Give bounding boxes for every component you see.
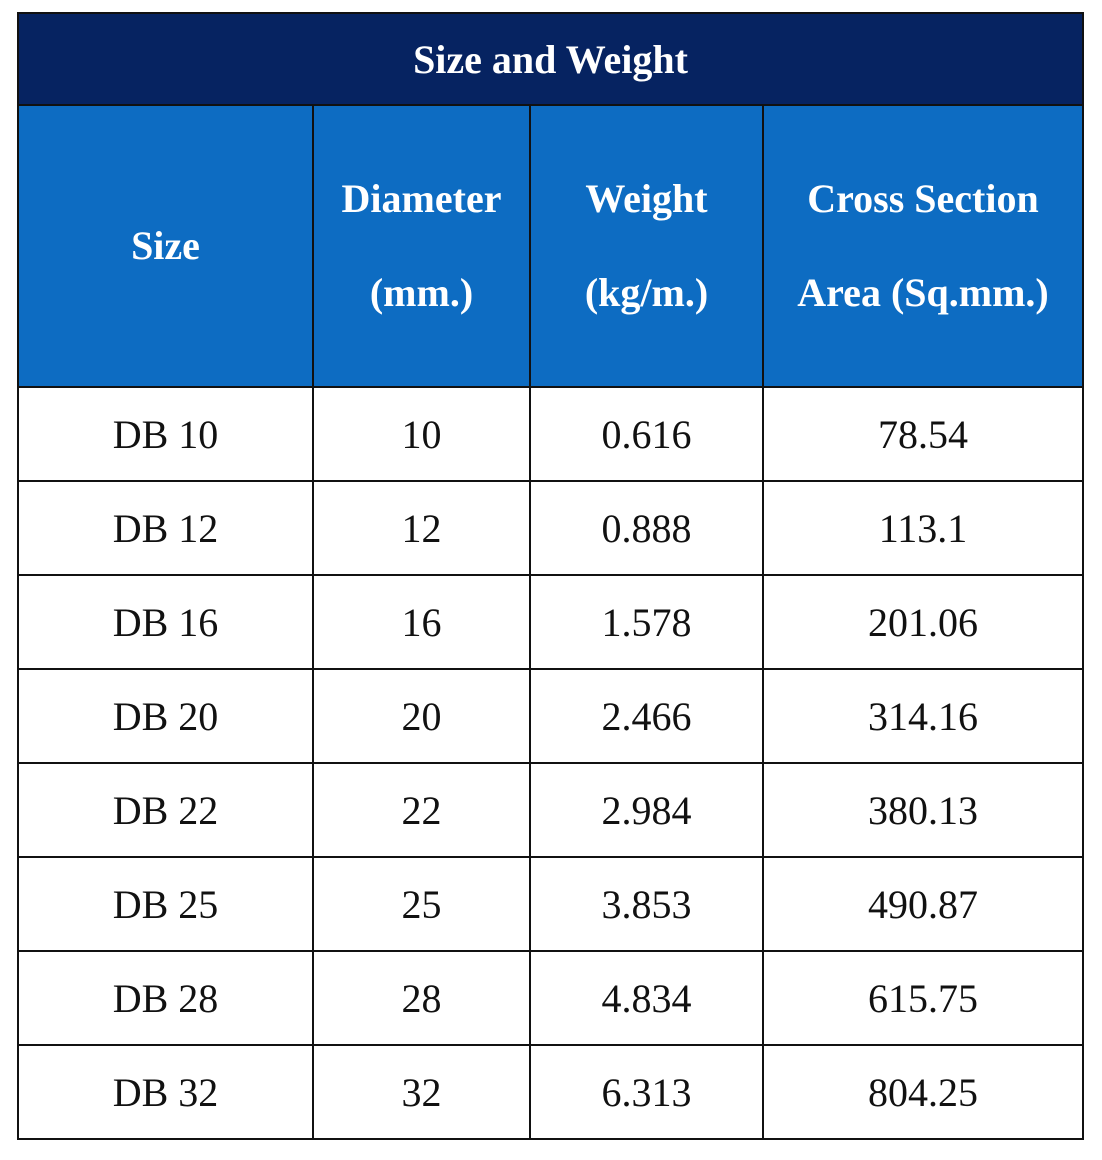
cell-weight: 3.853 bbox=[529, 856, 764, 952]
cell-size: DB 20 bbox=[17, 668, 314, 764]
cell-diameter: 32 bbox=[312, 1044, 531, 1140]
header-diameter-unit: (mm.) bbox=[369, 270, 474, 315]
cell-cross-section: 804.25 bbox=[762, 1044, 1084, 1140]
cell-weight: 2.466 bbox=[529, 668, 764, 764]
table-header-row: Size Diameter (mm.) Weight (kg/m.) Cross… bbox=[17, 104, 1084, 388]
table-row: DB 20 20 2.466 314.16 bbox=[17, 668, 1084, 764]
header-size: Size bbox=[17, 104, 314, 388]
header-weight-unit: (kg/m.) bbox=[584, 270, 709, 315]
cell-size: DB 12 bbox=[17, 480, 314, 576]
cell-weight: 0.616 bbox=[529, 386, 764, 482]
cell-weight: 4.834 bbox=[529, 950, 764, 1046]
table-row: DB 10 10 0.616 78.54 bbox=[17, 386, 1084, 482]
table-row: DB 16 16 1.578 201.06 bbox=[17, 574, 1084, 670]
cell-cross-section: 201.06 bbox=[762, 574, 1084, 670]
cell-cross-section: 615.75 bbox=[762, 950, 1084, 1046]
cell-diameter: 10 bbox=[312, 386, 531, 482]
cell-cross-section: 380.13 bbox=[762, 762, 1084, 858]
table-row: DB 25 25 3.853 490.87 bbox=[17, 856, 1084, 952]
cell-diameter: 20 bbox=[312, 668, 531, 764]
cell-weight: 1.578 bbox=[529, 574, 764, 670]
cell-size: DB 16 bbox=[17, 574, 314, 670]
table-title: Size and Weight bbox=[17, 12, 1084, 106]
header-diameter-label: Diameter bbox=[341, 176, 502, 221]
cell-diameter: 22 bbox=[312, 762, 531, 858]
cell-diameter: 12 bbox=[312, 480, 531, 576]
cell-size: DB 32 bbox=[17, 1044, 314, 1140]
cell-weight: 2.984 bbox=[529, 762, 764, 858]
header-weight-label: Weight bbox=[585, 176, 708, 221]
cell-cross-section: 78.54 bbox=[762, 386, 1084, 482]
cell-diameter: 25 bbox=[312, 856, 531, 952]
header-cross-section-unit: Area (Sq.mm.) bbox=[797, 270, 1049, 315]
cell-cross-section: 314.16 bbox=[762, 668, 1084, 764]
cell-size: DB 28 bbox=[17, 950, 314, 1046]
table-row: DB 12 12 0.888 113.1 bbox=[17, 480, 1084, 576]
header-weight: Weight (kg/m.) bbox=[529, 104, 764, 388]
header-diameter: Diameter (mm.) bbox=[312, 104, 531, 388]
cell-diameter: 28 bbox=[312, 950, 531, 1046]
cell-weight: 6.313 bbox=[529, 1044, 764, 1140]
table-title-row: Size and Weight bbox=[17, 12, 1084, 106]
table-row: DB 22 22 2.984 380.13 bbox=[17, 762, 1084, 858]
table-row: DB 28 28 4.834 615.75 bbox=[17, 950, 1084, 1046]
header-cross-section: Cross Section Area (Sq.mm.) bbox=[762, 104, 1084, 388]
size-weight-table: Size and Weight Size Diameter (mm.) Weig… bbox=[17, 12, 1084, 1140]
cell-diameter: 16 bbox=[312, 574, 531, 670]
cell-size: DB 22 bbox=[17, 762, 314, 858]
header-size-label: Size bbox=[131, 223, 200, 268]
cell-cross-section: 113.1 bbox=[762, 480, 1084, 576]
cell-size: DB 25 bbox=[17, 856, 314, 952]
cell-size: DB 10 bbox=[17, 386, 314, 482]
cell-cross-section: 490.87 bbox=[762, 856, 1084, 952]
table-row: DB 32 32 6.313 804.25 bbox=[17, 1044, 1084, 1140]
header-cross-section-label: Cross Section bbox=[807, 176, 1039, 221]
cell-weight: 0.888 bbox=[529, 480, 764, 576]
